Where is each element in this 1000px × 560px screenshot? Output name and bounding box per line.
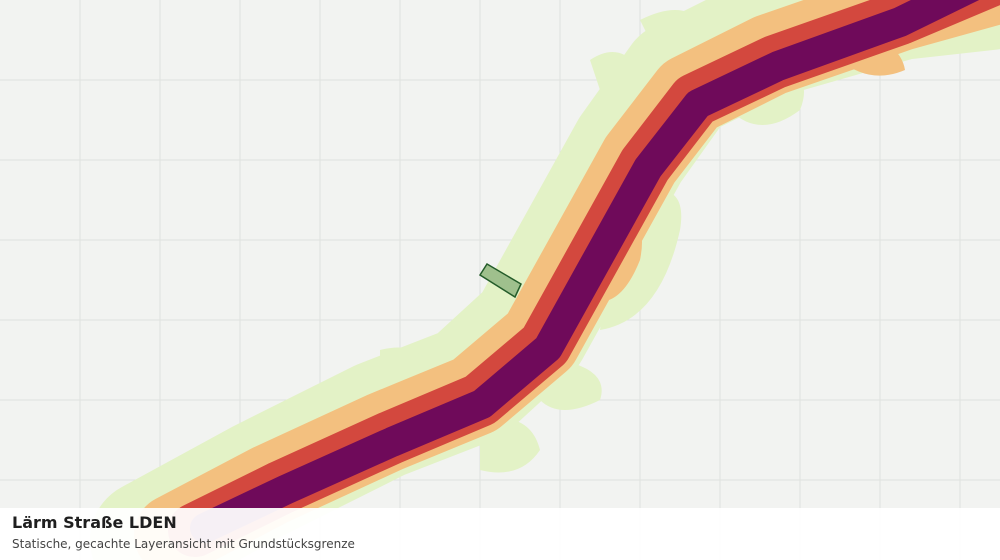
info-panel: [0, 508, 1000, 560]
noise-zone-medium-patch: [590, 30, 905, 302]
noise-layer: [90, 0, 1000, 560]
parcel-boundary: [478, 262, 522, 299]
subtitle: Statische, gecachte Layeransicht mit Gru…: [12, 537, 355, 551]
noise-zone-low-patch: [380, 10, 804, 473]
title: Lärm Straße LDEN: [12, 513, 177, 532]
noise-zone-very-high: [190, 0, 980, 543]
